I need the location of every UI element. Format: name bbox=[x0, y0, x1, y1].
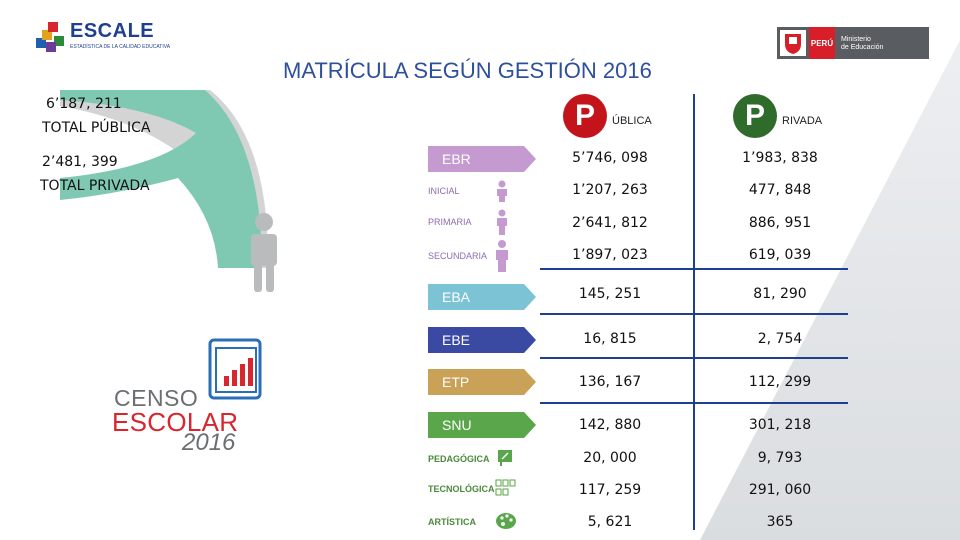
sub-label-secundaria: SECUNDARIA bbox=[428, 251, 488, 261]
total-arc-graphic bbox=[60, 90, 269, 268]
value-secundaria-publica: 1’897, 023 bbox=[572, 247, 648, 263]
value-ebe-publica: 16, 815 bbox=[583, 331, 637, 347]
column-divider bbox=[693, 94, 695, 530]
publica-badge: P bbox=[563, 94, 607, 138]
tag-snu-shape bbox=[428, 412, 536, 438]
sub-label-tecnologica: TECNOLÓGICA bbox=[428, 484, 495, 494]
tecnologica-code-icon bbox=[495, 479, 516, 496]
tag-eba-shape bbox=[428, 284, 536, 310]
value-eba-publica: 145, 251 bbox=[578, 286, 642, 302]
peru-shield-icon bbox=[780, 30, 806, 56]
row-divider-ebr bbox=[540, 268, 848, 270]
value-eba-privada: 81, 290 bbox=[753, 286, 807, 302]
value-snu-privada: 301, 218 bbox=[748, 417, 812, 433]
privada-badge: P bbox=[733, 94, 777, 138]
censo-title-line1: CENSO bbox=[114, 385, 199, 411]
value-inicial-privada: 477, 848 bbox=[748, 182, 812, 198]
pedagogica-board-icon bbox=[498, 450, 512, 466]
sub-label-primaria: PRIMARIA bbox=[428, 217, 472, 227]
minedu-country: PERÚ bbox=[809, 27, 835, 59]
total-privada-label: TOTAL PRIVADA bbox=[40, 178, 150, 194]
censo-title-line2: ESCOLAR bbox=[112, 407, 239, 437]
value-ebr-privada: 1’983, 838 bbox=[742, 150, 818, 166]
minedu-name: Ministerio de Educación bbox=[841, 36, 884, 51]
privada-header-suffix: RIVADA bbox=[782, 115, 823, 127]
value-artistica-privada: 365 bbox=[766, 514, 794, 530]
value-pedagogica-publica: 20, 000 bbox=[583, 450, 637, 466]
value-inicial-publica: 1’207, 263 bbox=[572, 182, 648, 198]
value-artistica-publica: 5, 621 bbox=[587, 514, 633, 530]
value-ebe-privada: 2, 754 bbox=[757, 331, 803, 347]
value-snu-publica: 142, 880 bbox=[578, 417, 642, 433]
value-primaria-publica: 2’641, 812 bbox=[572, 215, 648, 231]
artistica-palette-icon bbox=[496, 513, 516, 529]
total-privada-value: 2’481, 399 bbox=[42, 154, 118, 170]
value-etp-privada: 112, 299 bbox=[748, 374, 812, 390]
tag-etp-shape bbox=[428, 369, 536, 395]
row-divider-ebe bbox=[540, 357, 848, 359]
censo-year: 2016 bbox=[182, 429, 236, 456]
total-publica-value: 6’187, 211 bbox=[46, 96, 122, 112]
minedu-logo: PERÚ Ministerio de Educación bbox=[777, 27, 929, 59]
escale-logo-icon bbox=[36, 22, 64, 52]
tag-ebe: EBE bbox=[442, 332, 471, 348]
tag-ebe-shape bbox=[428, 327, 536, 353]
tag-ebr: EBR bbox=[442, 151, 471, 167]
row-divider-eba bbox=[540, 313, 848, 315]
primaria-person-icon bbox=[497, 209, 507, 235]
sub-label-inicial: INICIAL bbox=[428, 186, 460, 196]
row-divider-etp bbox=[540, 402, 848, 404]
tag-eba: EBA bbox=[442, 289, 471, 305]
value-tecnologica-publica: 117, 259 bbox=[578, 482, 642, 498]
value-etp-publica: 136, 167 bbox=[578, 374, 642, 390]
student-person-icon bbox=[251, 213, 277, 292]
secundaria-person-icon bbox=[496, 240, 508, 272]
census-book-chart-icon bbox=[208, 338, 262, 400]
value-primaria-privada: 886, 951 bbox=[748, 215, 812, 231]
value-tecnologica-privada: 291, 060 bbox=[748, 482, 812, 498]
value-secundaria-privada: 619, 039 bbox=[748, 247, 812, 263]
tag-snu: SNU bbox=[442, 417, 472, 433]
tag-ebr-shape bbox=[428, 146, 536, 172]
value-ebr-publica: 5’746, 098 bbox=[572, 150, 648, 166]
total-publica-label: TOTAL PÚBLICA bbox=[42, 120, 151, 136]
escale-tagline: ESTADÍSTICA DE LA CALIDAD EDUCATIVA bbox=[70, 44, 171, 50]
value-pedagogica-privada: 9, 793 bbox=[757, 450, 803, 466]
sub-label-artistica: ARTÍSTICA bbox=[428, 517, 476, 527]
page-title: MATRÍCULA SEGÚN GESTIÓN 2016 bbox=[283, 58, 652, 83]
inicial-person-icon bbox=[497, 180, 507, 202]
tag-etp: ETP bbox=[442, 374, 470, 390]
sub-label-pedagogica: PEDAGÓGICA bbox=[428, 454, 490, 464]
publica-header-suffix: ÚBLICA bbox=[612, 115, 652, 127]
escale-brand: ESCALE bbox=[70, 20, 155, 42]
